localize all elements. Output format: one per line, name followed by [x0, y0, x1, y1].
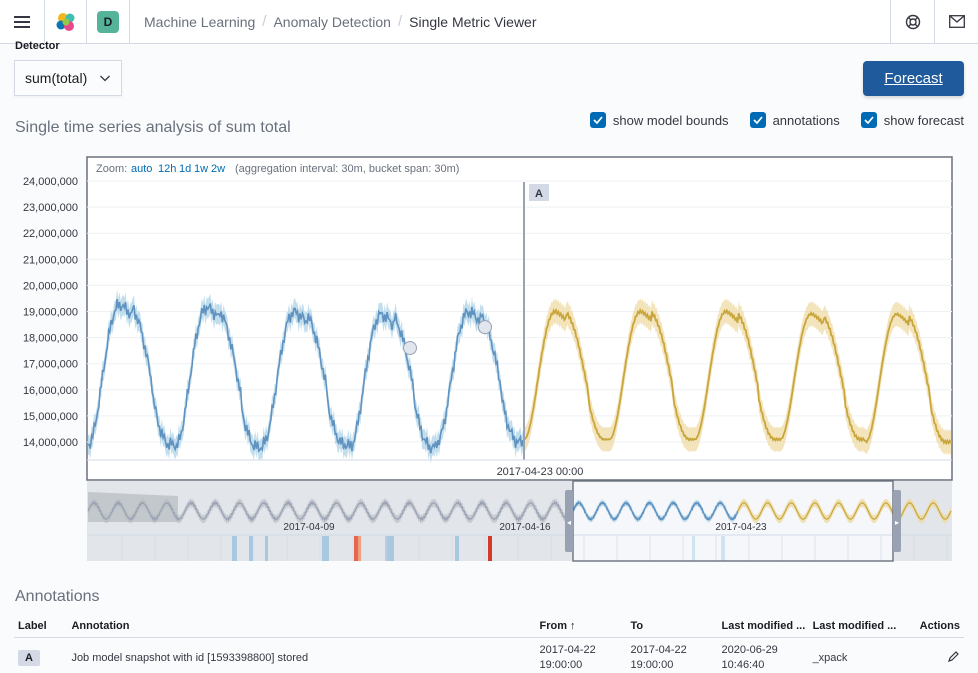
context-tick-label: 2017-04-09: [283, 522, 335, 533]
from-cell: 2017-04-22 19:00:00: [539, 644, 596, 671]
swimlane-cell: [322, 536, 329, 561]
column-header-actions: Actions: [919, 619, 960, 632]
y-axis: 24,000,000 23,000,000 22,000,000 21,000,000…: [23, 176, 78, 449]
forecast-button[interactable]: Forecast: [863, 61, 964, 96]
checkbox-checked-icon: [589, 112, 606, 128]
checkbox-label: annotations: [772, 112, 840, 128]
checkbox-label: show model bounds: [612, 112, 729, 128]
brush-handle-left[interactable]: [565, 490, 573, 552]
last-modified-by-cell: _xpack: [812, 652, 848, 664]
sort-ascending-icon: ↑: [570, 619, 576, 632]
column-header-to[interactable]: To: [630, 619, 644, 632]
forecast-series-line: [523, 307, 952, 446]
checkbox-checked-icon: [749, 112, 766, 128]
annotation-text: Job model snapshot with id [1593398800] …: [71, 652, 309, 664]
last-modified-cell: 2020-06-29 10:46:40: [721, 644, 778, 671]
swimlane-cell: [488, 536, 492, 561]
zoom-option-2w[interactable]: 2w: [211, 163, 225, 175]
zoom-option-1w[interactable]: 1w: [194, 163, 208, 175]
context-forecast-line: [737, 502, 952, 520]
zoom-option-12h[interactable]: 12h: [158, 163, 176, 175]
anomaly-swimlane: [121, 536, 948, 561]
y-tick-label: 24,000,000: [23, 176, 78, 188]
annotations-title: Annotations: [15, 588, 100, 605]
annotation-marker-label: A: [535, 188, 543, 200]
zoom-option-1d[interactable]: 1d: [179, 163, 191, 175]
checkbox-checked-icon: [860, 112, 877, 128]
chevron-right-icon: ▸: [895, 518, 899, 527]
detector-value: sum(total): [25, 70, 88, 86]
y-tick-label: 19,000,000: [23, 307, 78, 319]
column-header-last-modified-date[interactable]: Last modified ...: [721, 619, 806, 632]
time-series-chart[interactable]: 24,000,000 23,000,000 22,000,000 21,000,000…: [0, 150, 978, 570]
chart-options: show model bounds annotations show forec…: [589, 112, 964, 128]
annotation-label-badge: A: [18, 650, 40, 666]
help-icon[interactable]: [890, 0, 934, 44]
y-tick-label: 18,000,000: [23, 333, 78, 345]
annotation-marker[interactable]: [529, 184, 549, 201]
edit-annotation-icon[interactable]: [905, 650, 964, 666]
actual-series-line: [88, 299, 525, 454]
column-header-label[interactable]: Label: [18, 619, 47, 632]
space-avatar: D: [97, 10, 119, 33]
y-tick-label: 16,000,000: [23, 385, 78, 397]
table-row[interactable]: A Job model snapshot with id [1593398800…: [14, 638, 964, 673]
y-tick-label: 17,000,000: [23, 359, 78, 371]
breadcrumb-single-metric-viewer: Single Metric Viewer: [409, 13, 537, 30]
y-tick-label: 23,000,000: [23, 202, 78, 214]
top-nav-bar: D Machine Learning / Anomaly Detection /…: [0, 0, 978, 44]
anomaly-marker: [478, 320, 492, 335]
aggregation-info: (aggregation interval: 30m, bucket span:…: [235, 163, 459, 175]
space-selector[interactable]: D: [86, 0, 130, 44]
breadcrumb: Machine Learning / Anomaly Detection / S…: [130, 13, 890, 30]
detector-label: Detector: [15, 40, 60, 52]
y-tick-label: 15,000,000: [23, 411, 78, 423]
swimlane-cell: [692, 536, 695, 561]
show-forecast-checkbox[interactable]: show forecast: [860, 112, 964, 128]
chevron-left-icon: ◂: [567, 518, 571, 527]
x-tick-label: 2017-04-23 00:00: [497, 466, 584, 478]
swimlane-cell: [358, 536, 361, 561]
chevron-down-icon: [100, 75, 110, 82]
y-tick-label: 14,000,000: [23, 437, 78, 449]
column-header-annotation[interactable]: Annotation: [71, 619, 130, 632]
y-tick-label: 22,000,000: [23, 228, 78, 240]
context-series-line: [572, 500, 739, 522]
column-header-last-modified-by[interactable]: Last modified ...: [812, 619, 897, 632]
swimlane-cell: [455, 536, 459, 561]
checkbox-label: show forecast: [883, 112, 964, 128]
zoom-option-auto[interactable]: auto: [131, 163, 152, 175]
to-cell: 2017-04-22 19:00:00: [630, 644, 687, 671]
elastic-logo-icon[interactable]: [44, 0, 86, 44]
swimlane-cell: [249, 536, 253, 561]
annotations-table: Label Annotation From ↑ To Last modified…: [14, 614, 964, 673]
mail-icon[interactable]: [934, 0, 978, 44]
breadcrumb-machine-learning[interactable]: Machine Learning: [144, 13, 256, 30]
context-tick-label: 2017-04-23: [715, 522, 767, 533]
swimlane-cell: [354, 536, 358, 561]
brush-handle-right[interactable]: [893, 490, 901, 552]
annotations-checkbox[interactable]: annotations: [749, 112, 840, 128]
detector-select[interactable]: sum(total): [14, 60, 122, 96]
menu-icon[interactable]: [0, 0, 44, 44]
zoom-label: Zoom:: [96, 163, 127, 175]
chart-series: [88, 289, 952, 464]
table-header: Label Annotation From ↑ To Last modified…: [14, 614, 964, 638]
y-tick-label: 21,000,000: [23, 254, 78, 266]
swimlane-cell: [721, 536, 725, 561]
context-tick-label: 2017-04-16: [499, 522, 551, 533]
y-tick-label: 20,000,000: [23, 280, 78, 292]
column-header-from[interactable]: From ↑: [539, 619, 576, 632]
chart-title: Single time series analysis of sum total: [15, 119, 291, 136]
swimlane-cell: [385, 536, 394, 561]
swimlane-cell: [232, 536, 237, 561]
swimlane-cell: [265, 536, 268, 561]
breadcrumb-separator: /: [262, 13, 267, 30]
breadcrumb-separator: /: [397, 13, 403, 30]
context-series-line: [87, 499, 574, 523]
show-model-bounds-checkbox[interactable]: show model bounds: [589, 112, 729, 128]
anomaly-marker: [403, 341, 417, 356]
breadcrumb-anomaly-detection[interactable]: Anomaly Detection: [273, 13, 391, 30]
